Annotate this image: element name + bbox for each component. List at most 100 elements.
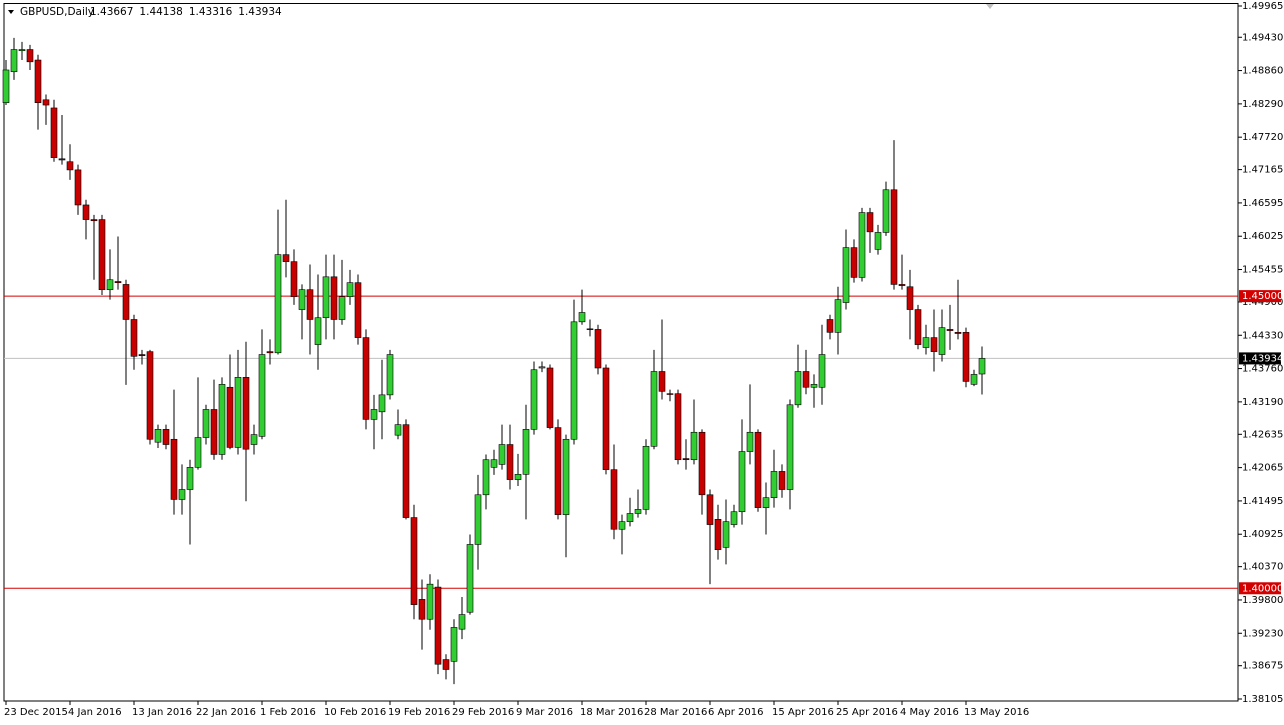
candle-body bbox=[858, 212, 866, 278]
candle-body bbox=[178, 489, 186, 500]
candle-body bbox=[450, 627, 458, 662]
candle-body bbox=[978, 358, 986, 375]
candle-body bbox=[282, 254, 290, 262]
candle-body bbox=[834, 299, 842, 333]
candle-body bbox=[474, 494, 482, 545]
candle-body bbox=[210, 409, 218, 455]
y-tick-label: 1.47720 bbox=[1242, 132, 1283, 143]
candle-body bbox=[122, 284, 130, 320]
y-tick-label: 1.42065 bbox=[1242, 463, 1283, 474]
candle-body bbox=[258, 354, 266, 437]
candle-body bbox=[218, 384, 226, 455]
candle-body bbox=[954, 332, 962, 334]
candle-body bbox=[594, 329, 602, 369]
candle-body bbox=[658, 371, 666, 392]
candle-body bbox=[786, 404, 794, 490]
candle-body bbox=[114, 281, 122, 283]
candle-body bbox=[850, 247, 858, 278]
y-tick-label: 1.40925 bbox=[1242, 529, 1283, 540]
candle-body bbox=[938, 327, 946, 355]
candle-body bbox=[522, 429, 530, 475]
candle-body bbox=[106, 279, 114, 290]
candle-body bbox=[970, 374, 978, 385]
candle-body bbox=[226, 386, 234, 448]
candle-body bbox=[642, 445, 650, 510]
x-tick-label: 10 Feb 2016 bbox=[324, 707, 386, 718]
candle-body bbox=[154, 429, 162, 443]
y-tick-label: 1.44900 bbox=[1242, 297, 1283, 308]
candle-body bbox=[362, 337, 370, 420]
candle-body bbox=[186, 467, 194, 490]
chart-shift-marker bbox=[986, 4, 994, 9]
candle-body bbox=[874, 232, 882, 250]
candle-body bbox=[18, 49, 26, 52]
symbol-label: GBPUSD,Daily bbox=[20, 6, 94, 18]
y-tick-label: 1.43190 bbox=[1242, 397, 1283, 408]
level-label-box bbox=[1239, 582, 1281, 595]
y-tick-label: 1.46025 bbox=[1242, 231, 1283, 242]
header-low: 1.43316 bbox=[189, 6, 233, 18]
candle-body bbox=[730, 511, 738, 525]
price-label-box bbox=[1239, 352, 1281, 365]
candle-body bbox=[506, 444, 514, 480]
y-tick-label: 1.39800 bbox=[1242, 595, 1283, 606]
candle-body bbox=[202, 409, 210, 438]
candle-body bbox=[170, 438, 178, 500]
candle-body bbox=[602, 367, 610, 470]
candle-body bbox=[802, 371, 810, 388]
candle-body bbox=[402, 424, 410, 518]
x-tick-label: 9 Mar 2016 bbox=[516, 707, 573, 718]
price-label: 1.43934 bbox=[1242, 353, 1283, 364]
candle-body bbox=[298, 289, 306, 310]
candle-body bbox=[634, 509, 642, 514]
menu-arrow[interactable] bbox=[8, 10, 14, 14]
candle-body bbox=[418, 599, 426, 620]
candle-body bbox=[578, 312, 586, 323]
y-tick-label: 1.38105 bbox=[1242, 694, 1283, 705]
candle-body bbox=[738, 451, 746, 513]
y-tick-label: 1.38675 bbox=[1242, 661, 1283, 672]
candle-body bbox=[26, 49, 34, 63]
candle-body bbox=[610, 469, 618, 530]
candle-body bbox=[82, 204, 90, 220]
candle-body bbox=[714, 519, 722, 551]
candle-body bbox=[274, 254, 282, 354]
header-open: 1.43667 bbox=[90, 6, 133, 18]
candle-body bbox=[570, 321, 578, 440]
header-high: 1.44138 bbox=[139, 6, 182, 18]
y-tick-label: 1.49965 bbox=[1242, 1, 1283, 12]
candle-body bbox=[826, 319, 834, 333]
candle-body bbox=[754, 431, 762, 508]
y-tick-label: 1.42635 bbox=[1242, 429, 1283, 440]
candle-body bbox=[194, 437, 202, 468]
candle-body bbox=[394, 424, 402, 436]
candle-body bbox=[50, 107, 58, 158]
candle-body bbox=[842, 247, 850, 303]
candle-body bbox=[586, 328, 594, 330]
x-tick-label: 25 Apr 2016 bbox=[836, 707, 898, 718]
candle-body bbox=[538, 366, 546, 369]
candle-body bbox=[866, 212, 874, 233]
candle-body bbox=[10, 49, 18, 73]
x-tick-label: 19 Feb 2016 bbox=[388, 707, 450, 718]
candle-body bbox=[794, 371, 802, 406]
y-tick-label: 1.40370 bbox=[1242, 562, 1283, 573]
candle-body bbox=[146, 351, 154, 440]
candle-body bbox=[162, 429, 170, 445]
x-tick-label: 23 Dec 2015 bbox=[4, 707, 68, 718]
candle-body bbox=[962, 332, 970, 382]
candle-body bbox=[34, 59, 42, 104]
candle-body bbox=[770, 471, 778, 499]
candle-body bbox=[682, 458, 690, 461]
candle-body bbox=[378, 394, 386, 413]
candle-body bbox=[618, 521, 626, 530]
candle-body bbox=[690, 431, 698, 461]
x-tick-label: 13 May 2016 bbox=[964, 707, 1029, 718]
y-tick-label: 1.46595 bbox=[1242, 198, 1283, 209]
candle-body bbox=[890, 189, 898, 285]
candle-body bbox=[930, 337, 938, 352]
candle-body bbox=[626, 513, 634, 522]
candle-body bbox=[674, 393, 682, 461]
candle-body bbox=[498, 444, 506, 465]
